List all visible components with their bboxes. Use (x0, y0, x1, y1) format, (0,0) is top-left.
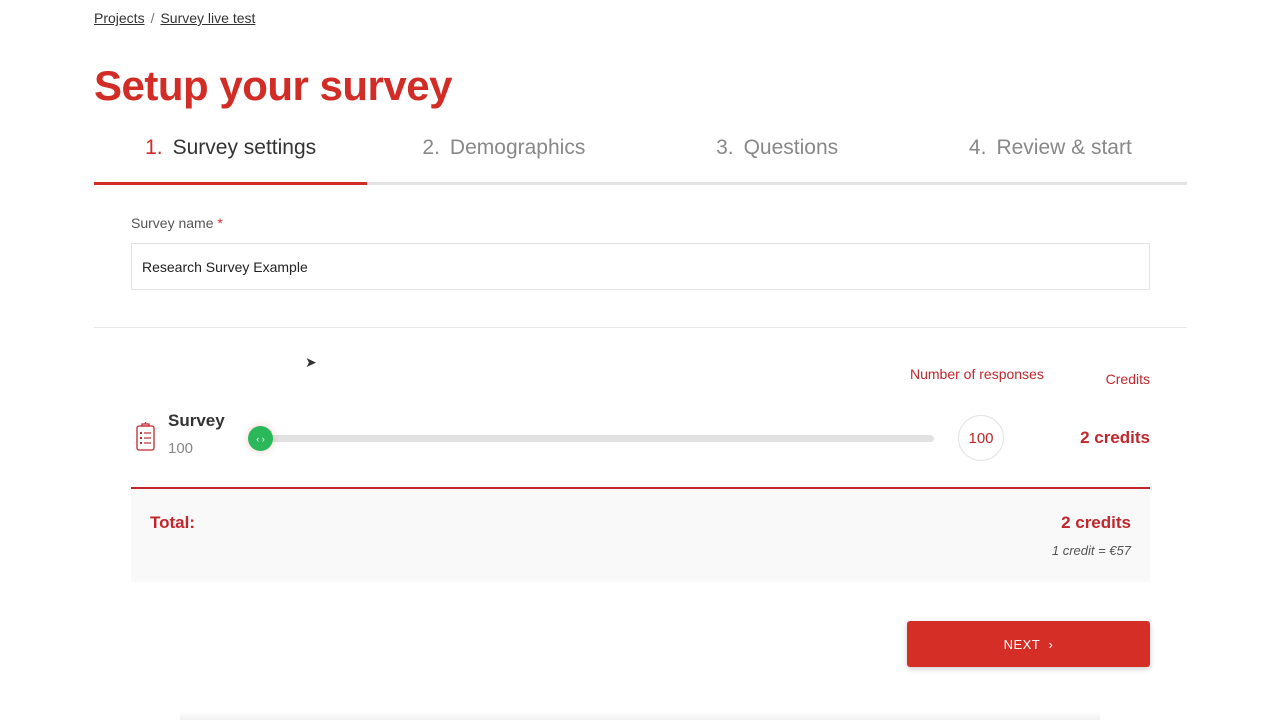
required-mark: * (217, 215, 223, 231)
page-title: Setup your survey (94, 62, 452, 109)
next-button[interactable]: NEXT › (907, 621, 1150, 667)
step-label: Review & start (996, 136, 1132, 159)
step-number: 3. (716, 136, 734, 159)
tab-questions[interactable]: 3. Questions (641, 136, 914, 182)
credits-column-header: Credits (1105, 371, 1150, 387)
survey-row-name: Survey (168, 411, 225, 430)
step-number: 2. (422, 136, 440, 159)
step-number: 4. (968, 136, 987, 159)
divider (94, 327, 1187, 328)
credit-rate: 1 credit = €57 (1051, 543, 1131, 558)
step-label: Demographics (449, 136, 586, 159)
breadcrumb-projects[interactable]: Projects (94, 10, 145, 26)
breadcrumb-separator: / (150, 10, 155, 26)
breadcrumb: Projects / Survey live test (94, 10, 255, 26)
clipboard-list-icon (136, 422, 155, 451)
arrows-horizontal-icon: ‹ › (256, 433, 265, 444)
step-tabs: 1. Survey settings 2. Demographics 3. Quest… (94, 136, 1187, 185)
next-label: NEXT (1003, 636, 1041, 652)
row-credits: 2 credits (1080, 428, 1150, 447)
breadcrumb-survey-live-test[interactable]: Survey live test (160, 10, 256, 26)
total-label: Total: (150, 513, 196, 532)
survey-name-input[interactable] (131, 243, 1150, 290)
step-number: 1. (145, 136, 163, 159)
tab-review-start[interactable]: 4. Review & start (914, 136, 1187, 182)
step-label: Questions (743, 136, 839, 159)
step-label: Survey settings (172, 136, 317, 159)
total-value: 2 credits (1061, 513, 1131, 532)
tab-survey-settings[interactable]: 1. Survey settings (94, 136, 368, 185)
responses-column-header: Number of responses (910, 366, 1044, 382)
survey-name-label-text: Survey name (131, 215, 214, 231)
footer-shadow (180, 712, 1100, 720)
mouse-cursor-icon: ➤ (305, 354, 317, 370)
responses-slider-thumb[interactable]: ‹ › (248, 426, 273, 451)
survey-row-responses: 100 (168, 440, 194, 457)
tab-demographics[interactable]: 2. Demographics (367, 136, 640, 182)
survey-name-label: Survey name * (131, 215, 223, 231)
chevron-right-icon: › (1048, 636, 1054, 652)
responses-slider-track[interactable] (260, 435, 934, 442)
responses-value[interactable]: 100 (958, 415, 1004, 461)
total-panel: Total: 2 credits 1 credit = €57 (131, 487, 1150, 582)
